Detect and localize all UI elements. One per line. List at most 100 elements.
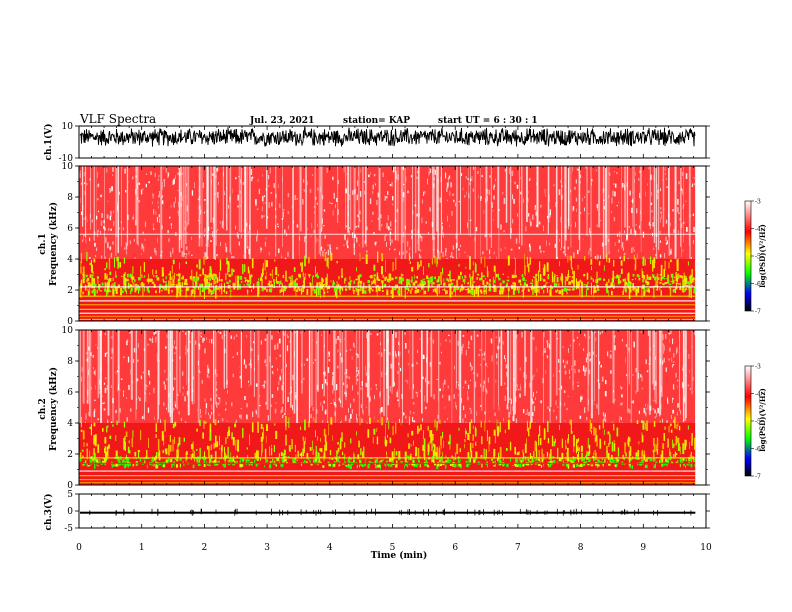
ch2-spectrogram-activity: [418, 428, 420, 432]
ch1-spectrogram-speckle: [175, 196, 176, 203]
ch1-spectrogram-speckle: [221, 225, 223, 228]
ch2-spectrogram-activity: [228, 430, 230, 436]
ch1-spectrogram-band-speck: [676, 278, 679, 282]
ch2-spectrogram-band-speck: [459, 459, 461, 462]
ch1-spectrogram-band-speck: [338, 289, 341, 293]
ch1-spectrogram-activity: [461, 284, 463, 291]
ch2-spectrogram-activity: [464, 439, 466, 443]
ch1-spectrogram-band-speck: [427, 277, 430, 280]
ch2-spectrogram-streak: [507, 330, 509, 404]
ch1-spectrogram-activity: [216, 277, 219, 284]
ch2-spectrogram-activity: [565, 446, 567, 449]
ch2-spectrogram-speckle: [521, 332, 523, 338]
ch2-spectrogram-speckle: [239, 366, 240, 368]
ch2-spectrogram-band-speck: [183, 463, 185, 467]
ch1-spectrogram-band-speck: [112, 277, 114, 281]
ch2-spectrogram-speckle: [343, 338, 345, 340]
ch1-spectrogram-speckle: [576, 168, 578, 170]
ch2-spectrogram-band-speck: [94, 463, 96, 465]
ch2-spectrogram-speckle: [86, 352, 88, 355]
ch1-spectrogram-speckle: [313, 229, 316, 234]
ch1-spectrogram-band-speck: [295, 282, 298, 286]
ch1-spectrogram-speckle: [448, 181, 449, 187]
ch2-spectrogram-activity: [254, 452, 256, 458]
ch2-spectrogram-activity: [604, 440, 606, 445]
ch2-spectrogram-speckle: [146, 385, 148, 387]
ch2-spectrogram-speckle: [159, 360, 160, 362]
ch2-spectrogram-activity: [695, 423, 696, 434]
ch2-spectrogram-band-speck: [690, 463, 693, 468]
ch2-spectrogram-speckle: [571, 368, 573, 371]
ch1-spectrogram-speckle: [540, 250, 542, 253]
ch1-spectrogram-band-speck: [252, 286, 254, 290]
ch1-spectrogram-speckle: [100, 230, 101, 234]
ch1-spectrogram-speckle: [347, 245, 349, 249]
ch2-spectrogram-speckle: [218, 402, 220, 405]
ch1-spectrogram-speckle: [509, 168, 510, 175]
ch2-spectrogram-streak: [223, 330, 225, 389]
ch1-spectrogram-activity: [303, 277, 305, 289]
ch2-spectrogram-speckle: [340, 356, 342, 361]
ch2-spectrogram-activity: [433, 443, 435, 447]
ch1-spectrogram-speckle: [492, 210, 494, 212]
ch2-spectrogram-band-speck: [385, 464, 387, 467]
ch2-spectrogram-band-speck: [679, 458, 682, 463]
ch2-spectrogram-band-speck: [562, 464, 565, 466]
ch2-spectrogram-speckle: [691, 345, 693, 349]
ch2-spectrogram-speckle: [408, 349, 409, 354]
ch1-spectrogram-activity: [192, 289, 194, 294]
ch1-spectrogram-speckle: [584, 196, 586, 198]
ch1-spectrogram-speckle: [183, 253, 186, 255]
ch2-spectrogram-activity: [590, 423, 593, 429]
ch1-spectrogram-band-speck: [128, 285, 132, 287]
ch1-spectrogram-activity: [208, 282, 210, 294]
ch2-spectrogram-speckle: [248, 363, 251, 366]
ch1-spectrogram-band-speck: [670, 280, 673, 283]
ch2-spectrogram-speckle: [490, 338, 492, 341]
ch2-spectrogram-speckle: [689, 369, 690, 373]
ch2-spectrogram-activity: [162, 449, 164, 454]
ch2-spectrogram-activity: [669, 448, 671, 456]
ch2-spectrogram-band-speck: [576, 464, 579, 467]
ch2-spectrogram-activity: [224, 446, 225, 457]
ch1-spectrogram-speckle: [538, 221, 541, 225]
ch2-spectrogram-band-speck: [315, 458, 317, 462]
ch1-spectrogram-speckle: [376, 200, 378, 206]
ch2-spectrogram-band-speck: [338, 464, 341, 467]
ch1-spectrogram-band-speck: [384, 284, 386, 287]
ch2-spectrogram-speckle: [676, 347, 678, 353]
ch1-spectrogram-speckle: [106, 214, 109, 219]
ch1-spectrogram-speckle: [451, 211, 453, 216]
ch2-spectrogram-band-speck: [666, 458, 669, 463]
ch2-spectrogram-speckle: [553, 374, 554, 377]
ch1-spectrogram-band-speck: [579, 279, 582, 283]
ch1-spectrogram-speckle: [449, 224, 450, 227]
ch1-spectrogram-band-speck: [677, 283, 681, 285]
ch1-wave-ytick-label: -10: [59, 154, 74, 164]
ch2-spectrogram-speckle: [547, 406, 549, 409]
ch2-spectrogram-activity: [353, 454, 355, 459]
ch1-spectrogram-streak: [210, 166, 213, 223]
ch1-spectrogram-band-speck: [384, 278, 386, 281]
ch1-spectrogram-speckle: [574, 186, 576, 190]
ch2-spectrogram-speckle: [244, 396, 246, 400]
ch1-spectrogram-speckle: [390, 221, 392, 227]
ch1-spectrogram-speckle: [364, 190, 365, 195]
ch2-spectrogram-activity: [161, 431, 164, 441]
ch2-spectrogram-speckle: [195, 340, 197, 345]
ch2-spectrogram-speckle: [525, 413, 527, 415]
ch2-spectrogram-activity: [324, 444, 326, 457]
ch2-spectrogram-speckle: [138, 396, 139, 399]
ch2-spectrogram-band-speck: [391, 460, 394, 463]
ch1-spectrogram-speckle: [403, 183, 405, 185]
ch1-spectrogram-activity: [381, 282, 384, 289]
ch2-spectrogram-speckle: [416, 362, 418, 365]
ch1-spectrogram-band-speck: [164, 288, 167, 291]
ch2-spectrogram-speckle: [675, 350, 677, 355]
ch1-spectrogram-speckle: [275, 224, 277, 230]
ch2-spectrogram-band-speck: [413, 460, 415, 464]
ch2-spectrogram-speckle: [470, 409, 472, 414]
ch1-spectrogram-speckle: [170, 252, 172, 258]
ch2-spectrogram-speckle: [155, 336, 157, 343]
ch1-spectrogram-speckle: [540, 204, 542, 208]
